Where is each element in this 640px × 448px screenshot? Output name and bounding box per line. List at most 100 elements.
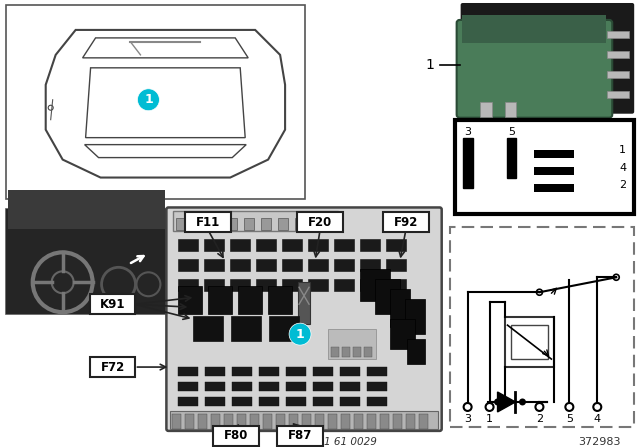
Bar bbox=[479, 102, 492, 116]
Bar bbox=[367, 397, 387, 406]
Text: 4: 4 bbox=[594, 414, 601, 424]
Bar bbox=[354, 414, 363, 429]
Bar bbox=[386, 259, 406, 271]
Bar bbox=[360, 269, 390, 301]
Bar bbox=[334, 279, 354, 291]
Bar bbox=[367, 367, 387, 376]
Bar bbox=[331, 347, 339, 357]
FancyBboxPatch shape bbox=[461, 3, 634, 114]
Bar bbox=[286, 397, 306, 406]
FancyBboxPatch shape bbox=[8, 190, 165, 229]
FancyBboxPatch shape bbox=[90, 357, 136, 377]
FancyBboxPatch shape bbox=[6, 210, 168, 314]
Bar bbox=[342, 347, 350, 357]
Bar bbox=[295, 219, 305, 230]
Bar bbox=[328, 414, 337, 429]
Bar bbox=[230, 239, 250, 251]
Bar bbox=[232, 382, 252, 391]
Bar bbox=[380, 414, 389, 429]
Bar bbox=[237, 414, 246, 429]
Bar bbox=[282, 279, 302, 291]
Bar bbox=[179, 279, 198, 291]
Bar bbox=[386, 239, 406, 251]
Bar bbox=[244, 219, 254, 230]
Text: F72: F72 bbox=[100, 361, 125, 374]
Bar bbox=[232, 397, 252, 406]
Text: F80: F80 bbox=[224, 429, 248, 442]
Circle shape bbox=[138, 89, 159, 111]
Bar bbox=[534, 167, 574, 175]
Bar bbox=[340, 397, 360, 406]
Bar bbox=[172, 414, 181, 429]
Bar bbox=[341, 414, 350, 429]
Bar bbox=[308, 259, 328, 271]
Text: 3: 3 bbox=[464, 127, 471, 137]
Bar bbox=[334, 239, 354, 251]
Bar bbox=[278, 219, 288, 230]
Bar bbox=[334, 259, 354, 271]
Text: K91: K91 bbox=[100, 298, 125, 311]
Bar bbox=[230, 279, 250, 291]
Text: 2: 2 bbox=[536, 414, 543, 424]
FancyBboxPatch shape bbox=[457, 20, 612, 118]
Bar bbox=[179, 286, 202, 314]
Text: 1: 1 bbox=[296, 327, 305, 340]
Text: 1: 1 bbox=[620, 145, 626, 155]
FancyBboxPatch shape bbox=[511, 325, 548, 359]
Bar bbox=[367, 414, 376, 429]
Bar bbox=[375, 279, 400, 314]
Bar bbox=[263, 414, 272, 429]
Bar bbox=[360, 279, 380, 291]
Bar bbox=[302, 414, 311, 429]
Bar bbox=[534, 150, 574, 158]
Bar bbox=[506, 138, 516, 177]
Bar bbox=[269, 316, 299, 341]
Bar bbox=[364, 347, 372, 357]
Bar bbox=[224, 414, 233, 429]
Bar bbox=[286, 367, 306, 376]
Bar bbox=[286, 382, 306, 391]
Bar bbox=[607, 31, 629, 38]
Bar bbox=[340, 382, 360, 391]
FancyBboxPatch shape bbox=[6, 210, 168, 314]
Circle shape bbox=[289, 323, 311, 345]
Bar bbox=[204, 239, 224, 251]
Bar bbox=[463, 138, 472, 188]
Bar bbox=[259, 367, 279, 376]
Bar bbox=[268, 286, 292, 314]
Bar bbox=[312, 219, 322, 230]
FancyBboxPatch shape bbox=[173, 211, 338, 232]
Bar bbox=[204, 279, 224, 291]
Bar bbox=[390, 289, 410, 327]
Text: 5: 5 bbox=[566, 414, 573, 424]
Bar bbox=[353, 347, 361, 357]
Text: 1: 1 bbox=[144, 93, 153, 106]
Bar bbox=[340, 367, 360, 376]
Bar bbox=[313, 367, 333, 376]
Text: F11: F11 bbox=[196, 216, 220, 229]
Bar bbox=[393, 414, 402, 429]
Bar bbox=[261, 219, 271, 230]
Bar bbox=[259, 382, 279, 391]
Bar bbox=[238, 286, 262, 314]
Bar bbox=[308, 279, 328, 291]
Bar bbox=[406, 414, 415, 429]
FancyBboxPatch shape bbox=[383, 212, 429, 233]
Bar bbox=[170, 411, 438, 429]
FancyBboxPatch shape bbox=[6, 5, 305, 199]
Bar bbox=[360, 259, 380, 271]
Bar bbox=[256, 259, 276, 271]
Bar bbox=[404, 299, 425, 334]
Bar bbox=[313, 397, 333, 406]
Bar bbox=[193, 316, 223, 341]
FancyBboxPatch shape bbox=[297, 212, 343, 233]
Text: F20: F20 bbox=[308, 216, 332, 229]
Bar bbox=[360, 239, 380, 251]
Bar bbox=[204, 259, 224, 271]
FancyBboxPatch shape bbox=[277, 426, 323, 446]
Bar bbox=[208, 286, 232, 314]
Bar bbox=[289, 414, 298, 429]
Bar bbox=[534, 184, 574, 191]
Bar bbox=[256, 239, 276, 251]
FancyBboxPatch shape bbox=[186, 212, 231, 233]
